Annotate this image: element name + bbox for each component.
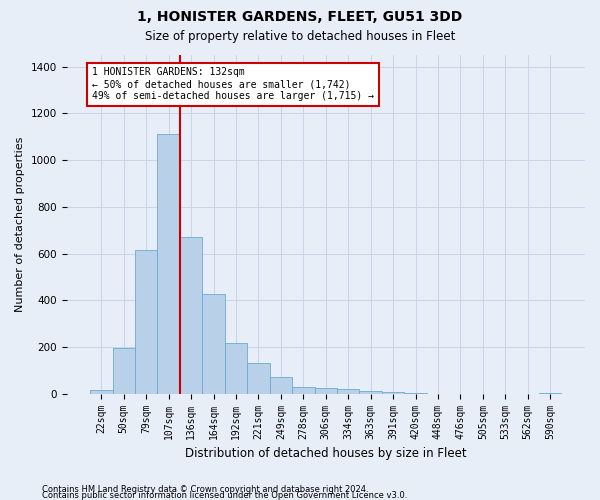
X-axis label: Distribution of detached houses by size in Fleet: Distribution of detached houses by size …	[185, 447, 467, 460]
Bar	[382, 392, 404, 394]
Bar	[202, 294, 225, 394]
Text: Contains HM Land Registry data © Crown copyright and database right 2024.: Contains HM Land Registry data © Crown c…	[42, 484, 368, 494]
Bar	[180, 237, 202, 394]
Text: 1 HONISTER GARDENS: 132sqm
← 50% of detached houses are smaller (1,742)
49% of s: 1 HONISTER GARDENS: 132sqm ← 50% of deta…	[92, 68, 374, 100]
Bar	[269, 378, 292, 394]
Text: 1, HONISTER GARDENS, FLEET, GU51 3DD: 1, HONISTER GARDENS, FLEET, GU51 3DD	[137, 10, 463, 24]
Bar	[337, 389, 359, 394]
Bar	[359, 392, 382, 394]
Bar	[157, 134, 180, 394]
Bar	[247, 364, 269, 394]
Bar	[113, 348, 135, 394]
Bar	[292, 387, 314, 394]
Bar	[404, 393, 427, 394]
Bar	[539, 393, 562, 394]
Bar	[225, 344, 247, 394]
Bar	[314, 388, 337, 394]
Bar	[90, 390, 113, 394]
Text: Size of property relative to detached houses in Fleet: Size of property relative to detached ho…	[145, 30, 455, 43]
Bar	[135, 250, 157, 394]
Text: Contains public sector information licensed under the Open Government Licence v3: Contains public sector information licen…	[42, 490, 407, 500]
Y-axis label: Number of detached properties: Number of detached properties	[15, 136, 25, 312]
